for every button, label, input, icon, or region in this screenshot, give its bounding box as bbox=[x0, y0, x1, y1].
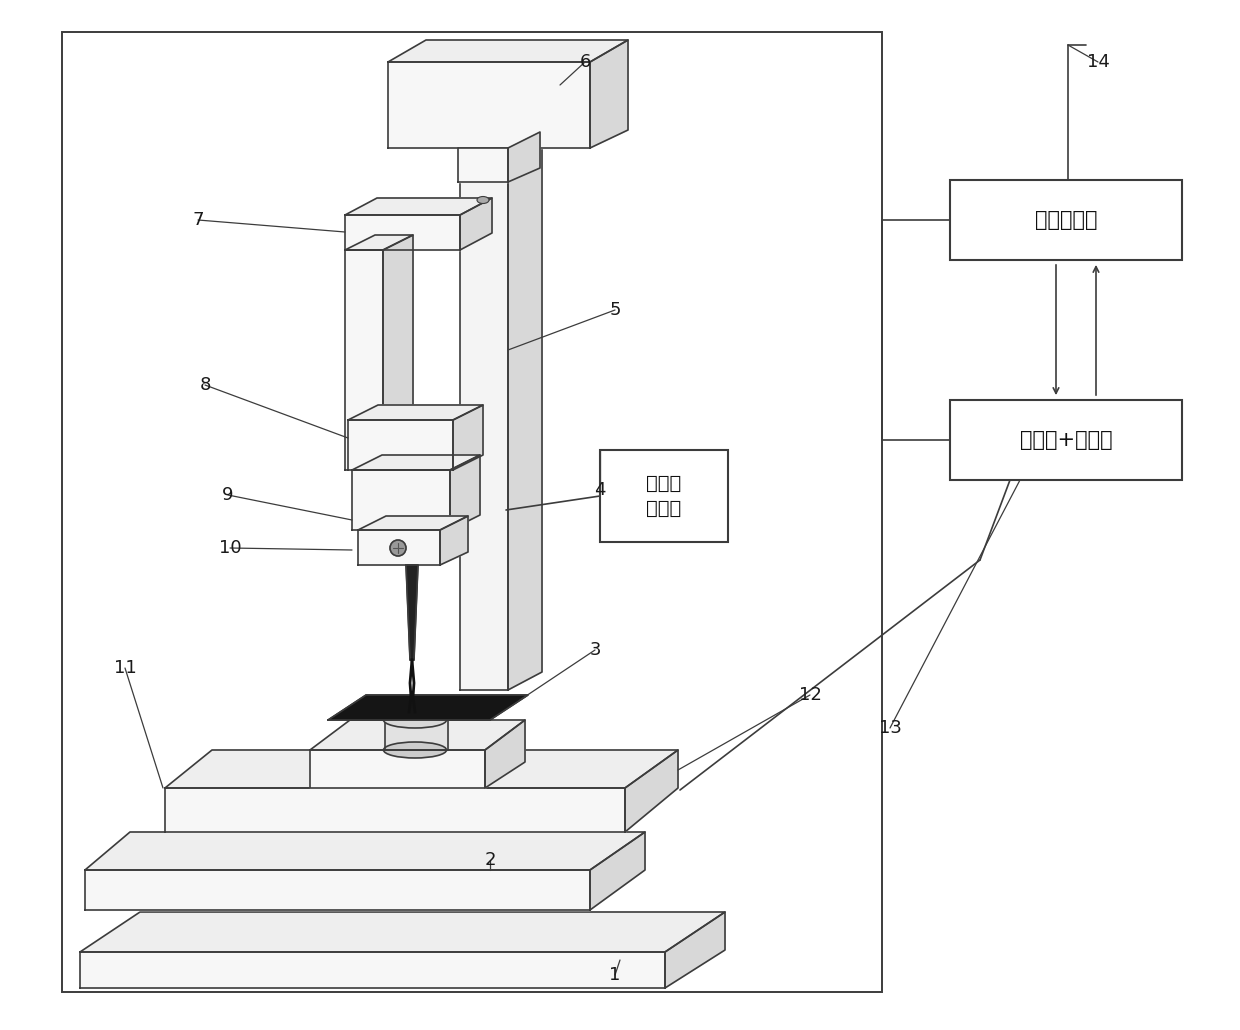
Ellipse shape bbox=[477, 197, 489, 204]
Polygon shape bbox=[352, 455, 480, 470]
Polygon shape bbox=[590, 832, 645, 909]
Polygon shape bbox=[348, 405, 484, 420]
Text: 10: 10 bbox=[218, 539, 242, 557]
Polygon shape bbox=[453, 405, 484, 470]
Polygon shape bbox=[384, 720, 448, 750]
Text: 13: 13 bbox=[879, 719, 901, 737]
Polygon shape bbox=[310, 720, 525, 750]
Polygon shape bbox=[388, 40, 627, 62]
Polygon shape bbox=[485, 720, 525, 788]
Polygon shape bbox=[310, 750, 485, 788]
Text: 上位机软件: 上位机软件 bbox=[1034, 210, 1097, 230]
Bar bbox=[62, 32, 882, 992]
Polygon shape bbox=[460, 198, 492, 250]
Polygon shape bbox=[383, 235, 413, 470]
Polygon shape bbox=[345, 198, 492, 215]
Text: 7: 7 bbox=[192, 211, 203, 229]
Polygon shape bbox=[165, 750, 678, 788]
Polygon shape bbox=[352, 470, 450, 530]
Bar bbox=[950, 180, 1182, 260]
Polygon shape bbox=[508, 132, 539, 182]
Text: 2: 2 bbox=[485, 851, 496, 869]
Polygon shape bbox=[590, 40, 627, 148]
Text: 驱动器+控制器: 驱动器+控制器 bbox=[1019, 430, 1112, 450]
Polygon shape bbox=[460, 148, 508, 690]
Text: 高压直
流电源: 高压直 流电源 bbox=[646, 474, 682, 518]
Text: 5: 5 bbox=[609, 301, 621, 319]
Bar bbox=[600, 450, 728, 542]
Text: 8: 8 bbox=[200, 376, 211, 394]
Polygon shape bbox=[345, 215, 460, 250]
Polygon shape bbox=[458, 148, 508, 182]
Bar bbox=[950, 400, 1182, 480]
Polygon shape bbox=[329, 695, 528, 720]
Polygon shape bbox=[358, 516, 467, 530]
Text: 4: 4 bbox=[594, 481, 606, 499]
Polygon shape bbox=[86, 832, 645, 870]
Polygon shape bbox=[345, 250, 383, 470]
Text: 6: 6 bbox=[579, 53, 590, 71]
Polygon shape bbox=[460, 132, 542, 148]
Polygon shape bbox=[388, 62, 590, 148]
Text: 9: 9 bbox=[222, 486, 234, 504]
Text: 1: 1 bbox=[609, 966, 621, 984]
Circle shape bbox=[391, 540, 405, 556]
Text: 11: 11 bbox=[114, 659, 136, 677]
Polygon shape bbox=[358, 530, 440, 565]
Polygon shape bbox=[508, 132, 542, 690]
Polygon shape bbox=[81, 952, 665, 988]
Polygon shape bbox=[625, 750, 678, 832]
Polygon shape bbox=[81, 912, 725, 952]
Ellipse shape bbox=[383, 712, 446, 728]
Text: 14: 14 bbox=[1086, 53, 1110, 71]
Polygon shape bbox=[665, 912, 725, 988]
Polygon shape bbox=[450, 455, 480, 530]
Polygon shape bbox=[86, 870, 590, 909]
Polygon shape bbox=[440, 516, 467, 565]
Polygon shape bbox=[348, 420, 453, 470]
Text: 3: 3 bbox=[589, 641, 600, 659]
Polygon shape bbox=[345, 235, 413, 250]
Ellipse shape bbox=[383, 742, 446, 758]
Polygon shape bbox=[405, 565, 418, 660]
Polygon shape bbox=[165, 788, 625, 832]
Text: 12: 12 bbox=[799, 686, 821, 703]
